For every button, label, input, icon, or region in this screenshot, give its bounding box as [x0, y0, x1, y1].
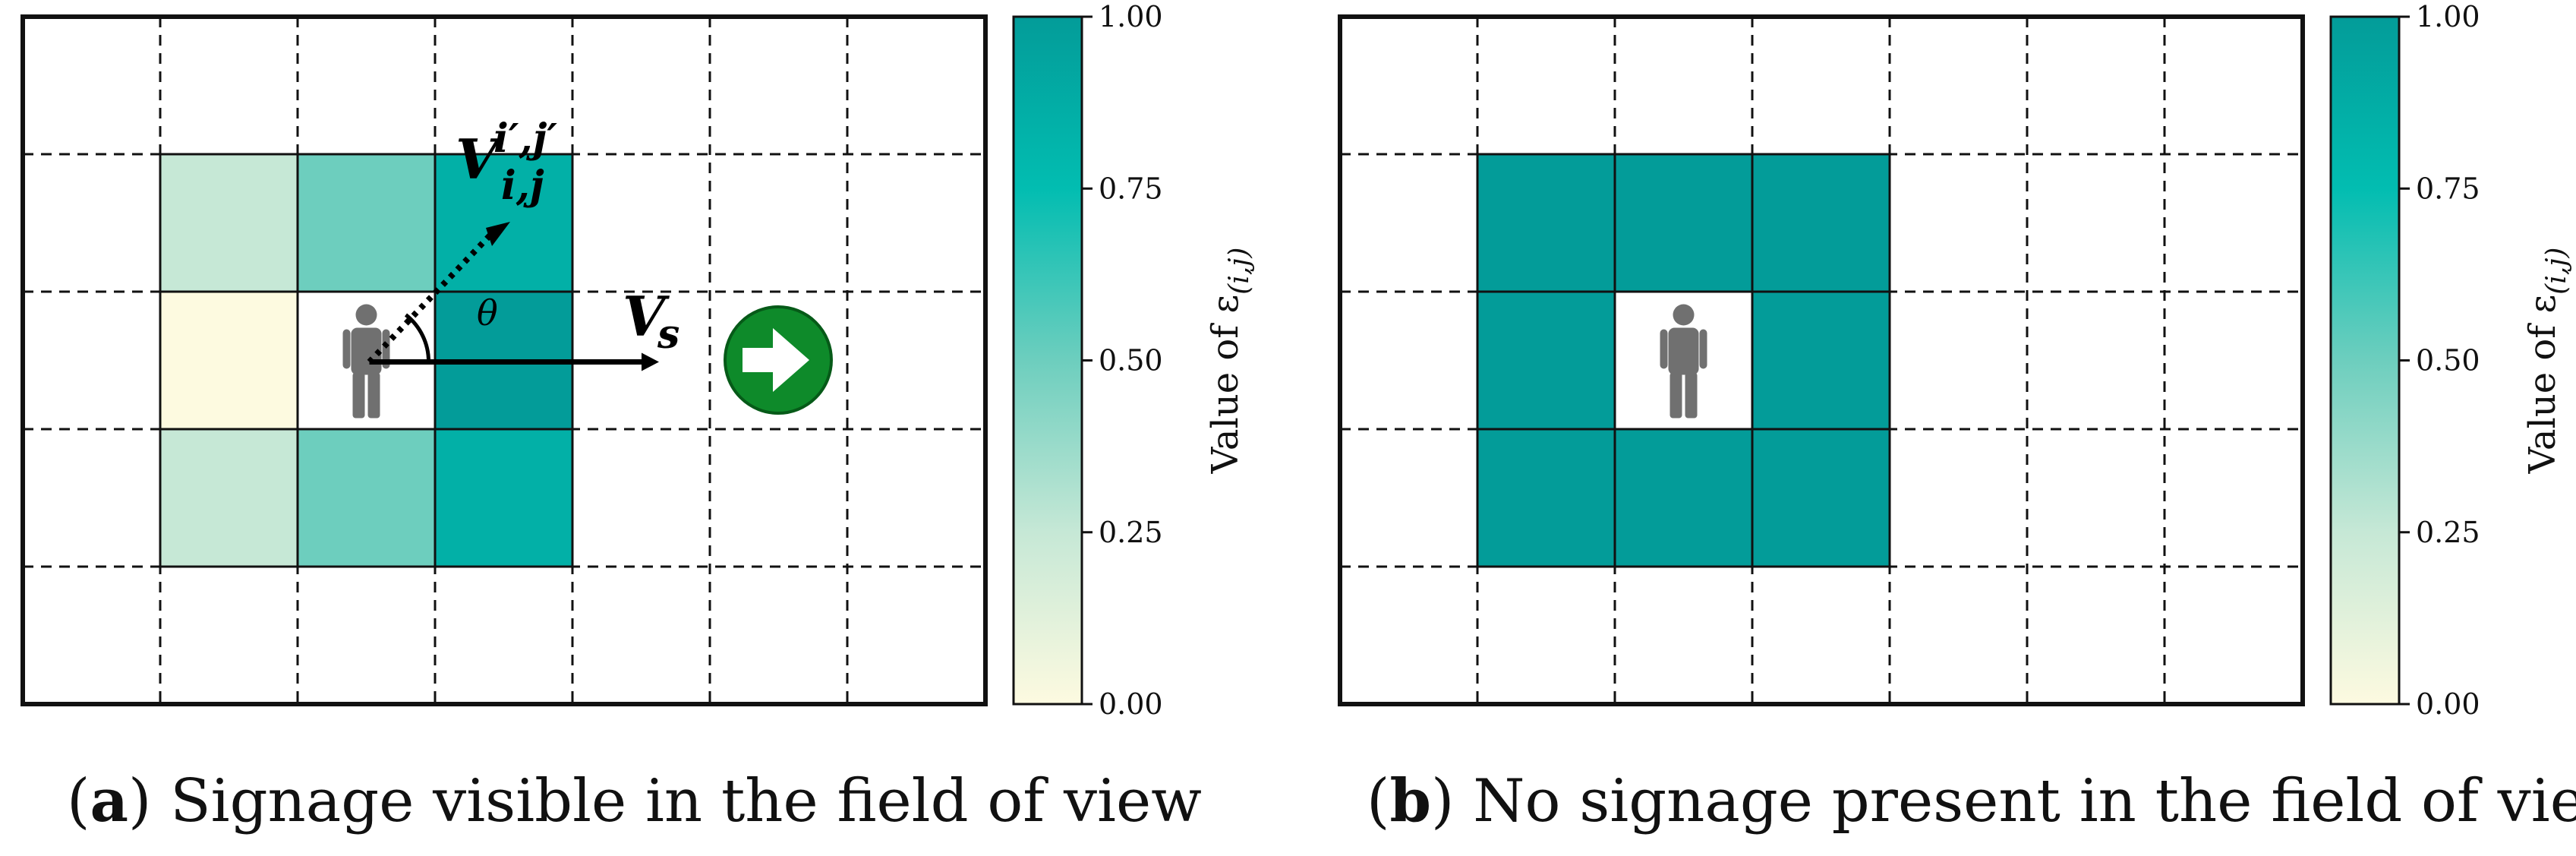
colorbar-tick-label: 0.00 — [1099, 687, 1163, 721]
heat-cell — [159, 428, 299, 568]
velocity-label-subscript: i,j — [501, 163, 544, 209]
panel-b — [1338, 14, 2305, 706]
colorbar-a: 0.00 0.25 0.50 0.75 1.00 Value of ε(i,j) — [1012, 0, 1255, 721]
person-right-leg — [367, 372, 380, 419]
velocity-label: V — [456, 127, 503, 191]
colorbar-tick-label: 1.00 — [2416, 0, 2480, 33]
heat-cell — [296, 428, 437, 568]
heat-cell — [1476, 428, 1616, 568]
colorbar-label: Value of ε(i,j) — [2521, 248, 2572, 475]
person-right-arm — [1699, 329, 1707, 369]
colorbar-tick-label: 0.25 — [2416, 516, 2480, 549]
velocity-vector-head — [486, 222, 510, 246]
grid-border — [20, 14, 988, 706]
caption-a: (a) Signage visible in the field of view — [67, 766, 1202, 835]
person-left-leg — [1670, 372, 1682, 419]
heat-cell — [1751, 290, 1891, 431]
heat-cell — [296, 153, 437, 293]
heat-cell — [1613, 428, 1754, 568]
person-left-arm — [342, 329, 351, 369]
colorbar-label-sub: (i,j) — [2541, 248, 2572, 295]
colorbar-label: Value of ε(i,j) — [1204, 248, 1255, 475]
heat-cell — [1751, 428, 1891, 568]
green-arrow-sign-icon — [724, 305, 833, 415]
colorbar-tick-label: 0.00 — [2416, 687, 2480, 721]
angle-label: θ — [477, 292, 498, 333]
heat-cell — [1751, 153, 1891, 293]
heat-cell — [434, 428, 574, 568]
heat-cell — [1476, 290, 1616, 431]
person-icon — [1660, 304, 1707, 419]
velocity-vector-line — [367, 229, 496, 365]
panel-a: θVi′,j′i,jVs — [20, 14, 988, 706]
signage-vector-label-subscript: s — [657, 311, 679, 358]
colorbar-label-sub: (i,j) — [1224, 248, 1255, 295]
person-right-leg — [1685, 372, 1698, 419]
colorbar-gradient — [1012, 15, 1083, 706]
colorbar-tick-label: 0.50 — [1099, 344, 1163, 377]
person-head — [355, 304, 377, 326]
colorbar-tick-label: 0.25 — [1099, 516, 1163, 549]
colorbar-tick-label: 0.50 — [2416, 344, 2480, 377]
colorbar-gradient — [2329, 15, 2401, 706]
caption-b: (b) No signage present in the field of v… — [1367, 766, 2576, 835]
person-torso — [1668, 327, 1699, 375]
heat-cell — [1476, 153, 1616, 293]
heat-cell-border — [1751, 428, 1891, 568]
colorbar-tick-label: 0.75 — [1099, 172, 1163, 205]
grid-border — [1338, 14, 2305, 706]
heat-cell-border — [434, 428, 574, 568]
heat-cell — [159, 153, 299, 293]
sign-arrow — [743, 328, 809, 392]
colorbar-tick-label: 1.00 — [1099, 0, 1163, 33]
colorbar-label-main: Value of ε — [2521, 295, 2564, 475]
velocity-label-superscript: i′,j′ — [493, 115, 557, 162]
signage-vector-label: V — [623, 284, 670, 349]
signage-vector-head — [642, 352, 659, 371]
heat-cell — [159, 290, 299, 431]
colorbar-label-main: Value of ε — [1204, 295, 1247, 475]
person-right-arm — [382, 329, 390, 369]
colorbar-tick-label: 0.75 — [2416, 172, 2480, 205]
person-head — [1673, 304, 1695, 326]
colorbar-b: 0.00 0.25 0.50 0.75 1.00 Value of ε(i,j) — [2329, 0, 2572, 721]
person-left-arm — [1660, 329, 1668, 369]
angle-arc — [404, 313, 431, 362]
person-left-leg — [352, 372, 365, 419]
heat-cell — [1613, 153, 1754, 293]
